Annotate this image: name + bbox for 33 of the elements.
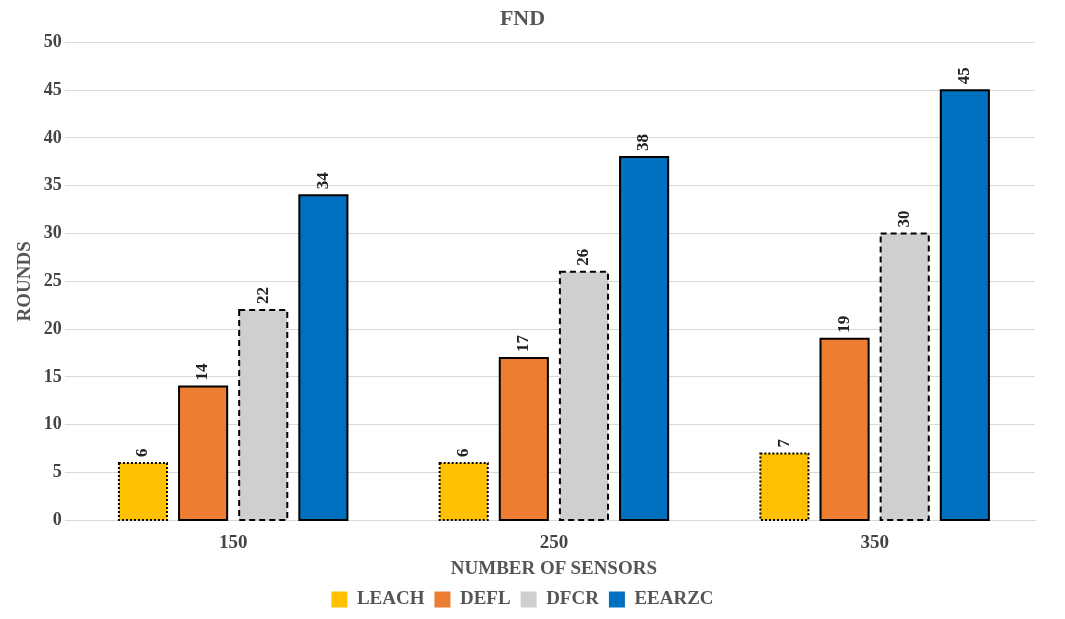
data-label: 6 bbox=[453, 448, 473, 458]
x-tick-label: 150 bbox=[218, 530, 248, 552]
data-label: 38 bbox=[633, 134, 653, 152]
data-label: 45 bbox=[954, 67, 974, 85]
y-axis-title: ROUNDS bbox=[13, 241, 35, 322]
data-label: 22 bbox=[252, 287, 272, 305]
y-tick-label: 20 bbox=[43, 317, 62, 338]
y-tick-label: 30 bbox=[43, 222, 62, 243]
y-tick-label: 25 bbox=[43, 270, 62, 291]
data-label: 6 bbox=[132, 448, 152, 458]
legend-label: DFCR bbox=[546, 587, 600, 609]
data-label: 34 bbox=[312, 171, 332, 190]
data-label: 17 bbox=[513, 334, 533, 352]
x-axis-title: NUMBER OF SENSORS bbox=[450, 556, 658, 578]
y-tick-label: 40 bbox=[43, 126, 62, 147]
y-tick-label: 45 bbox=[43, 78, 62, 99]
x-tick-label: 350 bbox=[860, 530, 889, 552]
chart-title: FND bbox=[499, 4, 546, 30]
legend-label: LEACH bbox=[356, 587, 425, 609]
y-tick-label: 10 bbox=[43, 413, 62, 434]
y-tick-label: 15 bbox=[43, 365, 62, 386]
data-label: 30 bbox=[894, 210, 914, 228]
x-tick-label: 250 bbox=[539, 530, 569, 552]
y-tick-label: 50 bbox=[43, 31, 62, 52]
data-label: 14 bbox=[192, 363, 212, 381]
y-tick-label: 5 bbox=[52, 461, 62, 482]
legend-label: EEARZC bbox=[634, 587, 714, 609]
data-label: 26 bbox=[573, 248, 593, 266]
legend-label: DEFL bbox=[459, 587, 511, 609]
data-label: 7 bbox=[773, 438, 793, 448]
data-label: 19 bbox=[833, 315, 853, 333]
y-tick-label: 0 bbox=[52, 509, 62, 530]
y-tick-label: 35 bbox=[43, 174, 62, 195]
